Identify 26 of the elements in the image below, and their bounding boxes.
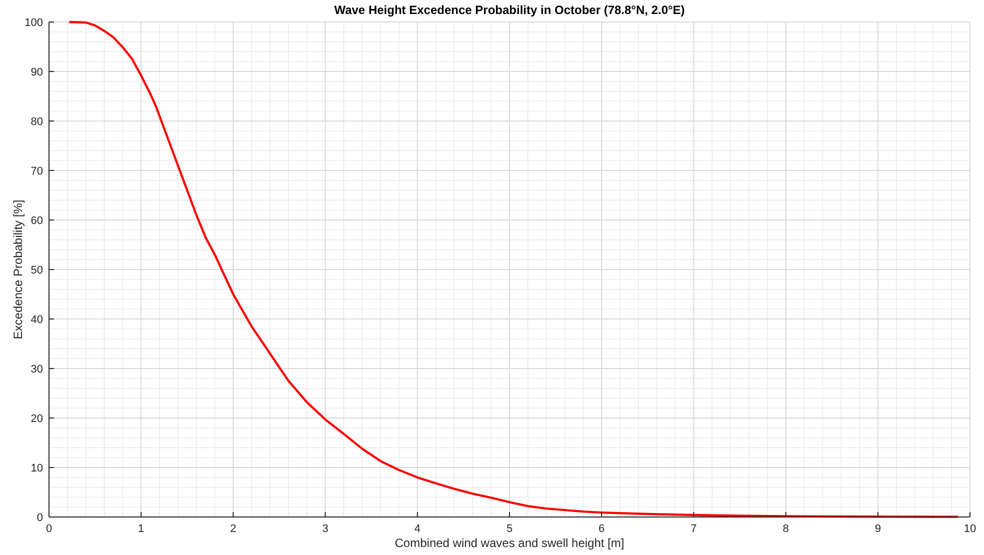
x-tick-label: 4 xyxy=(414,523,420,535)
y-tick-label: 20 xyxy=(30,412,43,425)
y-tick-label: 60 xyxy=(30,214,43,227)
y-axis-title: Excedence Probability [%] xyxy=(11,200,25,340)
y-tick-label: 90 xyxy=(30,66,43,78)
x-tick-label: 6 xyxy=(598,523,605,535)
x-tick-label: 7 xyxy=(690,523,697,535)
x-tick-label: 5 xyxy=(506,523,513,535)
line-series xyxy=(68,20,960,518)
y-tick-label: 50 xyxy=(30,264,43,276)
y-tick-label: 40 xyxy=(30,314,43,326)
y-tick-label: 10 xyxy=(30,462,43,474)
y-tick-label: 70 xyxy=(30,165,43,178)
y-tick-label: 0 xyxy=(36,512,43,524)
x-tick-label: 3 xyxy=(322,523,328,535)
x-tick-label: 9 xyxy=(874,523,881,535)
x-tick-label: 10 xyxy=(964,523,976,535)
y-tick-label: 80 xyxy=(30,116,43,128)
x-tick-label: 2 xyxy=(230,523,236,535)
x-tick-label: 8 xyxy=(782,523,789,535)
x-axis-title: Combined wind waves and swell height [m] xyxy=(394,536,624,550)
y-tick-label: 30 xyxy=(30,363,43,376)
x-tick-label: 1 xyxy=(138,523,144,535)
x-tick-label: 0 xyxy=(46,523,52,535)
y-tick-label: 100 xyxy=(24,16,43,29)
chart-title: Wave Height Excedence Probability in October (78.8°N, 2.0°E) xyxy=(334,3,685,17)
